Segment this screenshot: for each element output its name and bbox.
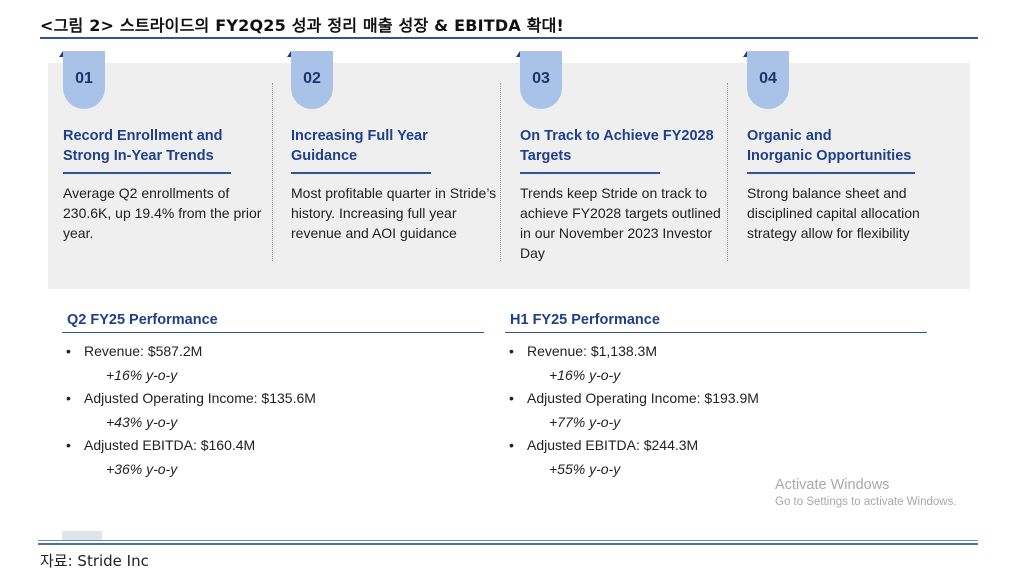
h1-performance-list: • Revenue: $1,138.3M +16% y-o-y • Adjusted… [509, 342, 759, 483]
metric-label: Adjusted EBITDA: $160.4M [84, 437, 256, 453]
growth-rate: +16% y-o-y [549, 367, 621, 383]
metric-label: Revenue: $1,138.3M [527, 343, 657, 359]
q2-performance-rule [62, 332, 484, 333]
activate-windows-watermark: Activate Windows Go to Settings to activ… [775, 477, 957, 508]
card-4: 04 Organic and Inorganic Opportunities St… [732, 51, 960, 289]
watermark-title: Activate Windows [775, 477, 890, 493]
card-body: Strong balance sheet and disciplined cap… [747, 185, 920, 241]
card-number: 03 [532, 70, 550, 87]
bullet: • [66, 343, 71, 359]
number-tab: 01 [59, 51, 105, 109]
growth-rate: +77% y-o-y [549, 414, 621, 430]
growth-rate: +43% y-o-y [106, 414, 178, 430]
metric-label: Adjusted Operating Income: $135.6M [84, 390, 316, 406]
column-divider [500, 83, 501, 261]
tab-corner [287, 51, 291, 57]
h1-performance-rule [505, 332, 927, 333]
heading-line: Targets [520, 148, 572, 164]
heading-rule [747, 172, 915, 174]
heading-line: Guidance [291, 148, 358, 164]
tab-corner [516, 51, 520, 57]
bullet: • [509, 343, 514, 359]
list-item: • Adjusted Operating Income: $135.6M [66, 389, 316, 413]
heading-line: On Track to Achieve FY2028 [520, 128, 714, 144]
number-tab: 04 [743, 51, 789, 109]
heading-rule [520, 172, 660, 174]
card-body: Average Q2 enrollments of 230.6K, up 19.… [63, 185, 262, 241]
card-body: Trends keep Stride on track to achieve F… [520, 185, 721, 261]
bottom-divider-thick [38, 543, 978, 545]
growth-rate: +36% y-o-y [106, 461, 178, 477]
column-divider [272, 83, 273, 261]
card-number: 04 [759, 70, 777, 87]
metric-label: Adjusted EBITDA: $244.3M [527, 437, 699, 453]
bottom-divider [38, 540, 978, 541]
growth-rate: +16% y-o-y [106, 367, 178, 383]
bullet: • [509, 437, 514, 453]
card-number: 01 [75, 70, 93, 87]
q2-performance-title: Q2 FY25 Performance [67, 312, 218, 328]
heading-rule [291, 172, 431, 174]
heading-line: Inorganic Opportunities [747, 148, 912, 164]
card-3: 03 On Track to Achieve FY2028 Targets Tre… [505, 51, 733, 289]
card-1: 01 Record Enrollment and Strong In-Year T… [48, 51, 276, 289]
list-item: • Revenue: $1,138.3M [509, 342, 759, 366]
list-item: • Adjusted EBITDA: $160.4M [66, 436, 316, 460]
q2-performance-list: • Revenue: $587.2M +16% y-o-y • Adjusted O… [66, 342, 316, 483]
bullet: • [509, 390, 514, 406]
h1-performance-title: H1 FY25 Performance [510, 312, 660, 328]
list-item: • Adjusted Operating Income: $193.9M [509, 389, 759, 413]
source-note: 자료: Stride Inc [40, 552, 149, 570]
card-heading: Organic and Inorganic Opportunities [747, 126, 957, 166]
title-divider [40, 37, 978, 39]
watermark-subtitle: Go to Settings to activate Windows. [775, 496, 957, 508]
list-item: • Adjusted EBITDA: $244.3M [509, 436, 759, 460]
card-body: Most profitable quarter in Stride’s hist… [291, 185, 497, 241]
metric-label: Revenue: $587.2M [84, 343, 203, 359]
bullet: • [66, 437, 71, 453]
card-heading: Increasing Full Year Guidance [291, 126, 501, 166]
card-heading: On Track to Achieve FY2028 Targets [520, 126, 730, 166]
column-divider [727, 83, 728, 261]
cropped-text-remnant [62, 531, 102, 540]
number-tab: 02 [287, 51, 333, 109]
card-heading: Record Enrollment and Strong In-Year Tren… [63, 126, 273, 166]
tab-corner [59, 51, 63, 57]
bullet: • [66, 390, 71, 406]
heading-line: Record Enrollment and [63, 128, 223, 144]
highlights-panel: 01 Record Enrollment and Strong In-Year T… [48, 51, 970, 289]
growth-rate: +55% y-o-y [549, 461, 621, 477]
metric-label: Adjusted Operating Income: $193.9M [527, 390, 759, 406]
number-tab: 03 [516, 51, 562, 109]
heading-line: Strong In-Year Trends [63, 148, 214, 164]
tab-corner [743, 51, 747, 57]
figure-title: <그림 2> 스트라이드의 FY2Q25 성과 정리 매출 성장 & EBITD… [40, 16, 565, 35]
card-number: 02 [303, 70, 321, 87]
heading-line: Organic and [747, 128, 832, 144]
list-item: • Revenue: $587.2M [66, 342, 316, 366]
card-2: 02 Increasing Full Year Guidance Most pro… [276, 51, 504, 289]
heading-rule [63, 172, 231, 174]
heading-line: Increasing Full Year [291, 128, 428, 144]
